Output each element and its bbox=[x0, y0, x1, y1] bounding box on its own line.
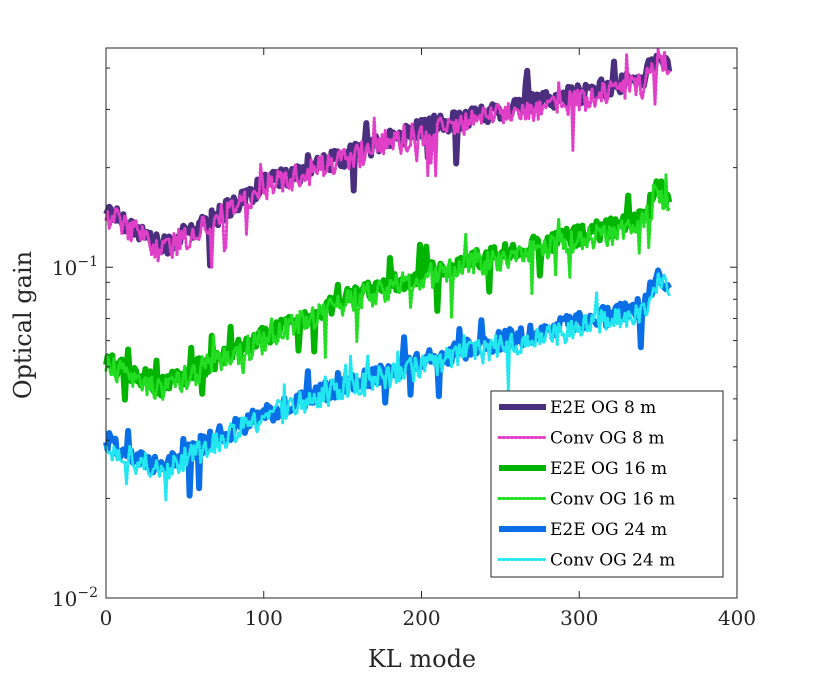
legend-entry: E2E OG 16 m bbox=[550, 459, 667, 479]
x-axis-label: KL mode bbox=[368, 645, 476, 673]
legend-box bbox=[490, 390, 724, 578]
x-tick-label: 400 bbox=[718, 606, 756, 630]
series-line-conv-og-8-m bbox=[104, 47, 671, 270]
series-line-conv-og-16-m bbox=[104, 173, 671, 401]
legend-entry: Conv OG 24 m bbox=[550, 551, 675, 571]
x-tick-label: 200 bbox=[402, 606, 440, 630]
x-tick-label: 300 bbox=[560, 606, 598, 630]
y-axis-label: Optical gain bbox=[9, 251, 37, 399]
legend-entry: Conv OG 16 m bbox=[550, 490, 675, 510]
legend: E2E OG 8 m Conv OG 8 m E2E OG 16 m Conv OG … bbox=[490, 390, 724, 578]
y-tick-label: 10−2 bbox=[52, 585, 98, 611]
legend-entry: E2E OG 8 m bbox=[550, 398, 656, 418]
series-line-conv-og-24-m bbox=[104, 271, 671, 502]
legend-entry: E2E OG 24 m bbox=[550, 520, 667, 540]
x-tick-label: 0 bbox=[100, 606, 113, 630]
legend-entry: Conv OG 8 m bbox=[550, 429, 664, 449]
y-tick-label: 10−1 bbox=[52, 254, 98, 280]
x-tick-label: 100 bbox=[245, 606, 283, 630]
